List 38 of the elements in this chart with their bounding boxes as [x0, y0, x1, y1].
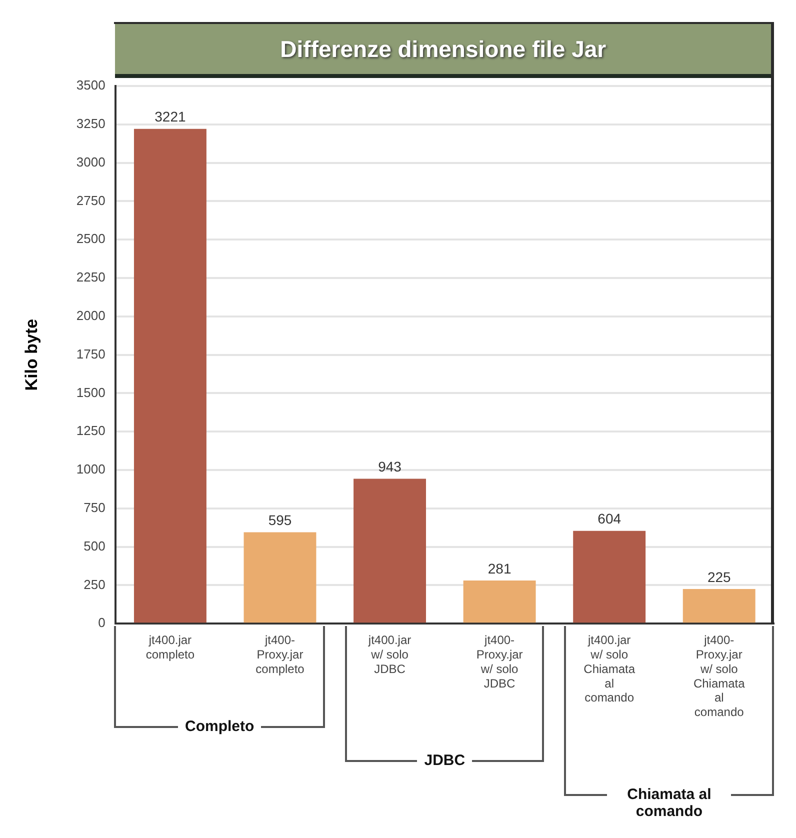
- y-tick-label: 500: [84, 538, 106, 554]
- y-tick-label: 1250: [76, 423, 106, 438]
- bar: [244, 532, 316, 623]
- bar: [134, 128, 206, 623]
- data-label: 281: [488, 560, 512, 576]
- y-tick-label: 250: [84, 576, 106, 592]
- data-label: 3221: [154, 108, 186, 125]
- chart-title: Differenze dimensione file Jar: [115, 24, 771, 78]
- y-tick-label: 1500: [76, 384, 106, 400]
- data-label: 604: [598, 510, 622, 527]
- y-tick-label: 3000: [76, 154, 106, 170]
- text: Completo: [178, 718, 262, 735]
- y-tick-label: 0: [98, 615, 106, 630]
- y-tick-label: 1750: [76, 346, 106, 362]
- x-tick-label: jt400.jar completo: [146, 633, 195, 662]
- bar: [354, 478, 426, 623]
- text: Chiamata al comando: [607, 786, 732, 820]
- data-label: 225: [707, 568, 732, 585]
- data-label: 943: [378, 458, 402, 475]
- y-tick-label: 2250: [76, 270, 106, 285]
- x-tick-label: jt400.jar w/ solo Chiamata al comando: [584, 633, 636, 705]
- y-tick-label: 2000: [76, 308, 106, 323]
- y-tick-label: 1000: [76, 462, 106, 477]
- y-axis-title: Kilo byte: [22, 318, 41, 391]
- text: JDBC: [417, 752, 472, 769]
- y-tick-label: 2500: [76, 231, 106, 246]
- y-tick-label: 2750: [76, 192, 106, 208]
- y-tick-label: 3250: [76, 116, 106, 131]
- y-tick-label: 750: [84, 500, 106, 515]
- bar: [463, 580, 536, 623]
- data-label: 595: [268, 512, 292, 528]
- bar: [573, 530, 646, 623]
- x-tick-label: jt400-Proxy.jar w/ solo Chiamata al comando: [693, 633, 746, 720]
- bar: [682, 589, 756, 623]
- y-tick-label: 3500: [76, 78, 106, 93]
- x-tick-label: jt400-Proxy.jar completo: [256, 633, 305, 676]
- x-tick-label: jt400.jar w/ solo JDBC: [367, 633, 412, 676]
- x-tick-label: jt400-Proxy.jar w/ solo JDBC: [476, 633, 523, 690]
